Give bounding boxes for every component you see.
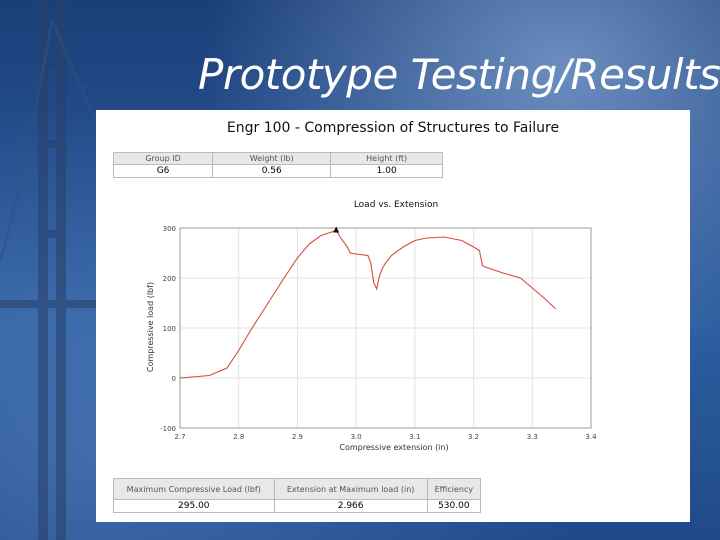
x-tick-label: 2.7 bbox=[174, 433, 185, 441]
x-tick-label: 3.4 bbox=[585, 433, 597, 441]
results-panel: Engr 100 - Compression of Structures to … bbox=[96, 110, 690, 522]
x-tick-label: 2.9 bbox=[292, 433, 303, 441]
value-extension: 2.966 bbox=[273, 499, 428, 513]
max-load-marker bbox=[333, 226, 340, 233]
x-tick-label: 3.0 bbox=[351, 433, 362, 441]
value-weight: 0.56 bbox=[212, 164, 332, 178]
x-tick-label: 3.3 bbox=[527, 433, 538, 441]
plot-border bbox=[179, 227, 592, 429]
y-tick-label: -100 bbox=[160, 425, 176, 433]
x-tick-label: 3.2 bbox=[468, 433, 479, 441]
y-tick-label: 200 bbox=[163, 275, 176, 283]
results-table: Maximum Compressive Load (lbf) Extension… bbox=[113, 478, 482, 513]
chart-title: Load vs. Extension bbox=[354, 200, 438, 210]
x-tick-label: 3.1 bbox=[409, 433, 420, 441]
value-max-load: 295.00 bbox=[113, 499, 275, 513]
y-axis-label: Compressive load (lbf) bbox=[146, 282, 155, 372]
x-tick-label: 2.8 bbox=[233, 433, 244, 441]
y-tick-label: 300 bbox=[163, 225, 176, 233]
header-max-load: Maximum Compressive Load (lbf) bbox=[113, 478, 275, 500]
x-axis-label: Compressive extension (in) bbox=[339, 443, 448, 452]
panel-title: Engr 100 - Compression of Structures to … bbox=[226, 120, 560, 136]
header-extension: Extension at Maximum load (in) bbox=[273, 478, 428, 500]
value-height: 1.00 bbox=[330, 164, 443, 178]
load-extension-chart: Load vs. Extension Compressive extension… bbox=[146, 200, 597, 452]
y-tick-label: 0 bbox=[172, 375, 176, 383]
y-tick-label: 100 bbox=[163, 325, 176, 333]
value-efficiency: 530.00 bbox=[426, 499, 482, 513]
value-group-id: G6 bbox=[112, 164, 214, 178]
slide-title: Prototype Testing/Results bbox=[198, 50, 720, 99]
group-info-table: Group ID Weight (lb) Height (ft) G6 0.56… bbox=[112, 152, 443, 178]
series-line bbox=[179, 229, 557, 379]
header-efficiency: Efficiency bbox=[426, 478, 482, 500]
